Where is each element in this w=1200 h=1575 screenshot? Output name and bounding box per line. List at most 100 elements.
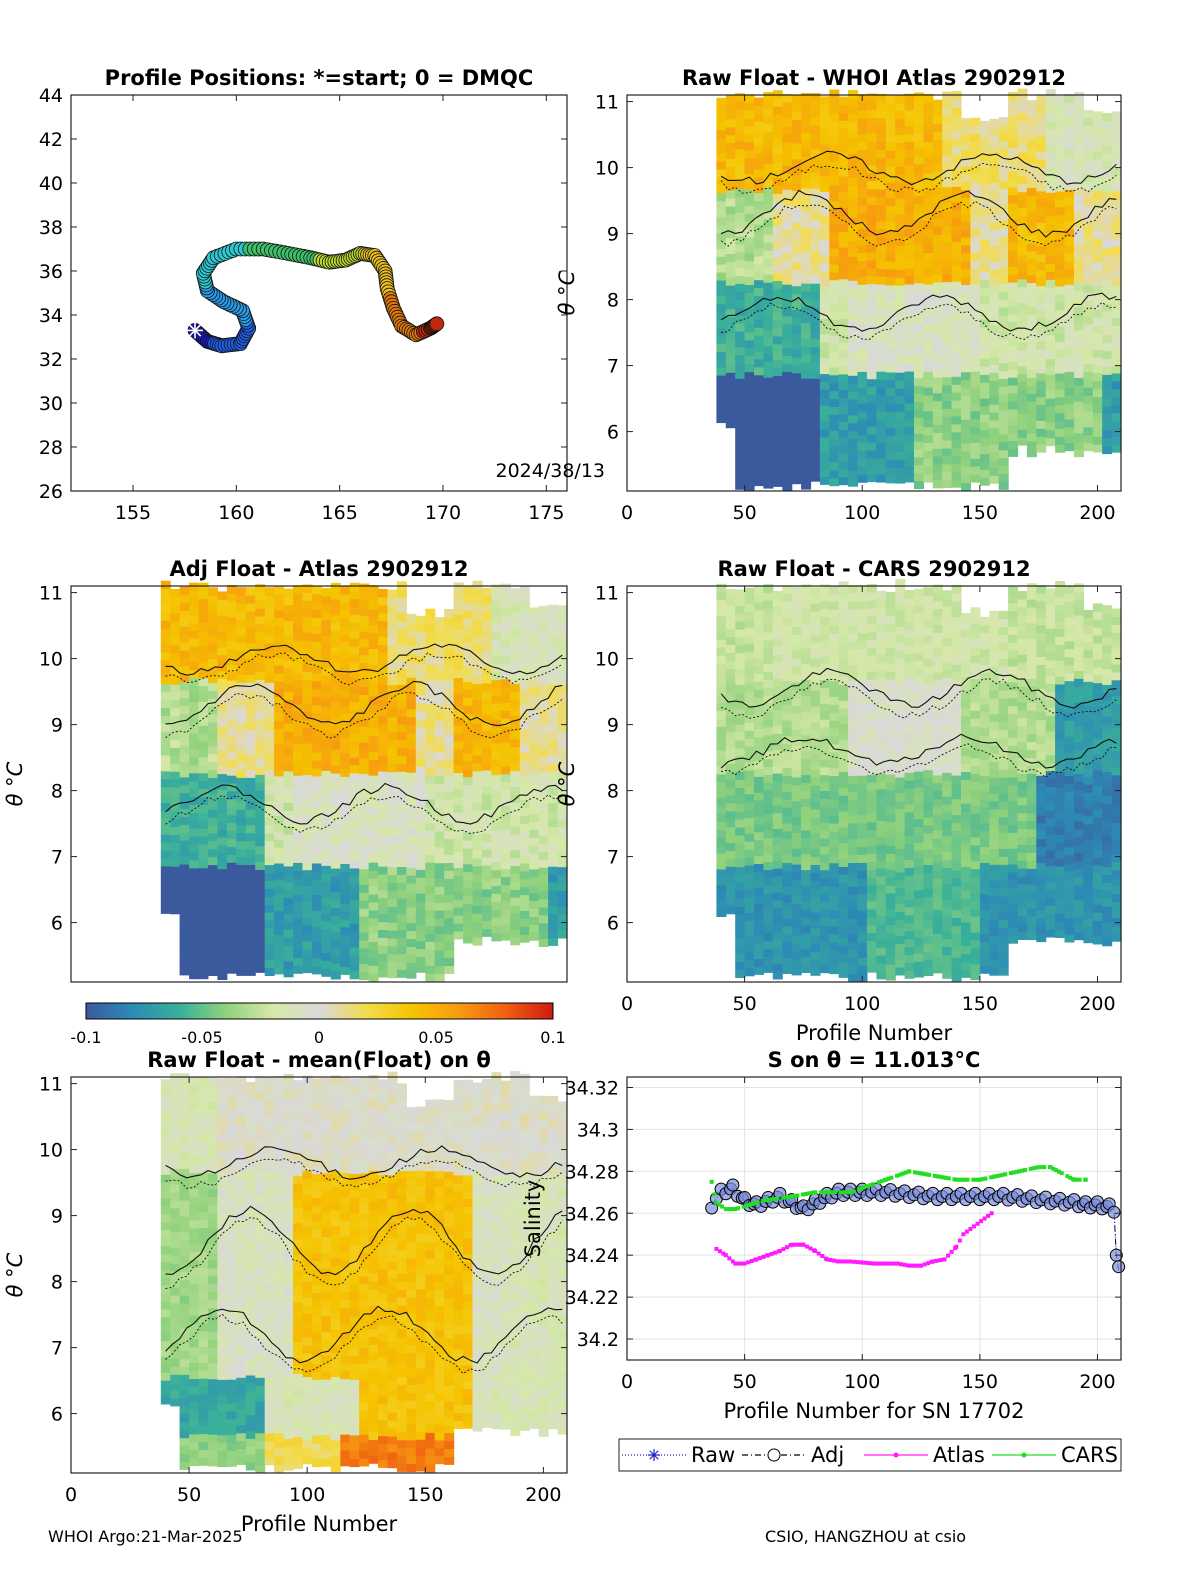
heatmap-cell <box>791 824 802 833</box>
heatmap-cell <box>857 387 868 396</box>
heatmap-cell <box>838 112 849 121</box>
heatmap-cell <box>989 348 1000 357</box>
heatmap-cell <box>283 588 294 598</box>
heatmap-cell <box>914 266 924 276</box>
heatmap-cell <box>425 711 436 721</box>
heatmap-cell <box>848 304 859 313</box>
heatmap-cell <box>989 364 1000 373</box>
heatmap-cell <box>735 969 746 978</box>
heatmap-cell <box>829 121 840 130</box>
heatmap-cell <box>217 852 228 862</box>
heatmap-cell <box>998 330 1009 340</box>
heatmap-cell <box>716 663 727 672</box>
heatmap-cell <box>302 917 313 926</box>
heatmap-cell <box>321 699 332 708</box>
heatmap-cell <box>538 835 549 844</box>
heatmap-cell <box>1064 347 1075 357</box>
heatmap-cell <box>472 675 483 685</box>
heatmap-cell <box>848 343 859 353</box>
heatmap-cell <box>245 666 256 675</box>
heatmap-cell <box>735 140 746 150</box>
heatmap-cell <box>519 823 530 832</box>
heatmap-cell <box>538 700 549 710</box>
heatmap-cell <box>1026 234 1037 244</box>
heatmap-cell <box>829 422 840 431</box>
heatmap-cell <box>491 703 502 712</box>
heatmap-cell <box>735 362 746 371</box>
heatmap-cell <box>330 701 341 711</box>
heatmap-cell <box>321 762 332 771</box>
heatmap-cell <box>264 848 275 858</box>
heatmap-cell <box>1008 274 1019 283</box>
heatmap-cell <box>989 190 1000 199</box>
heatmap-cell <box>1111 309 1122 318</box>
heatmap-cell <box>1092 412 1103 421</box>
heatmap-cell <box>885 261 896 270</box>
heatmap-cell <box>160 580 171 590</box>
heatmap-cell <box>482 698 492 708</box>
heatmap-cell <box>1055 357 1066 366</box>
heatmap-cell <box>330 820 341 829</box>
heatmap-cell <box>716 406 727 416</box>
heatmap-cell <box>791 705 802 715</box>
heatmap-cell <box>217 741 228 751</box>
heatmap-cell <box>396 636 407 646</box>
heatmap-cell <box>923 363 934 372</box>
heatmap-cell <box>236 729 247 739</box>
heatmap-cell <box>1036 309 1047 318</box>
heatmap-cell <box>857 426 868 436</box>
heatmap-cell <box>529 734 540 743</box>
heatmap-cell <box>491 814 502 823</box>
heatmap-cell <box>829 208 840 217</box>
heatmap-cell <box>932 408 943 418</box>
heatmap-cell <box>895 197 906 207</box>
heatmap-cell <box>387 732 398 741</box>
heatmap-cell <box>895 205 906 215</box>
heatmap-cell <box>500 916 511 925</box>
heatmap-cell <box>179 927 190 936</box>
heatmap-cell <box>1045 239 1056 249</box>
heatmap-cell <box>763 869 774 878</box>
heatmap-cell <box>529 647 540 656</box>
heatmap-cell <box>763 829 774 839</box>
heatmap-cell <box>255 703 266 712</box>
heatmap-cell <box>725 221 736 231</box>
heatmap-cell <box>208 888 218 897</box>
heatmap-cell <box>951 257 962 266</box>
heatmap-cell <box>1008 179 1019 188</box>
heatmap-cell <box>772 646 783 655</box>
heatmap-cell <box>368 743 379 752</box>
heatmap-cell <box>810 465 821 474</box>
heatmap-cell <box>1036 380 1047 390</box>
heatmap-cell <box>857 228 868 238</box>
heatmap-cell <box>226 608 237 618</box>
heatmap-cell <box>236 832 247 842</box>
heatmap-cell <box>998 259 1009 269</box>
heatmap-cell <box>302 679 313 688</box>
heatmap-cell <box>179 959 190 968</box>
heatmap-cell <box>848 470 859 479</box>
heatmap-cell <box>838 460 849 470</box>
heatmap-cell <box>801 259 812 268</box>
heatmap-cell <box>819 405 830 414</box>
heatmap-cell <box>406 740 417 749</box>
heatmap-cell <box>857 268 868 277</box>
heatmap-cell <box>1064 323 1075 333</box>
heatmap-cell <box>1017 389 1028 399</box>
heatmap-cell <box>179 713 190 722</box>
heatmap-cell <box>548 604 559 614</box>
heatmap-cell <box>848 311 859 321</box>
heatmap-cell <box>482 611 492 621</box>
heatmap-cell <box>895 427 906 437</box>
heatmap-cell <box>226 624 237 634</box>
heatmap-cell <box>716 837 727 846</box>
heatmap-cell <box>998 275 1009 284</box>
heatmap-cell <box>198 836 209 845</box>
heatmap-cell <box>1111 127 1122 136</box>
heatmap-cell <box>1036 174 1047 184</box>
heatmap-cell <box>914 290 924 299</box>
heatmap-cell <box>293 862 303 871</box>
heatmap-cell <box>885 276 896 286</box>
heatmap-cell <box>330 860 341 869</box>
heatmap-cell <box>245 927 256 937</box>
